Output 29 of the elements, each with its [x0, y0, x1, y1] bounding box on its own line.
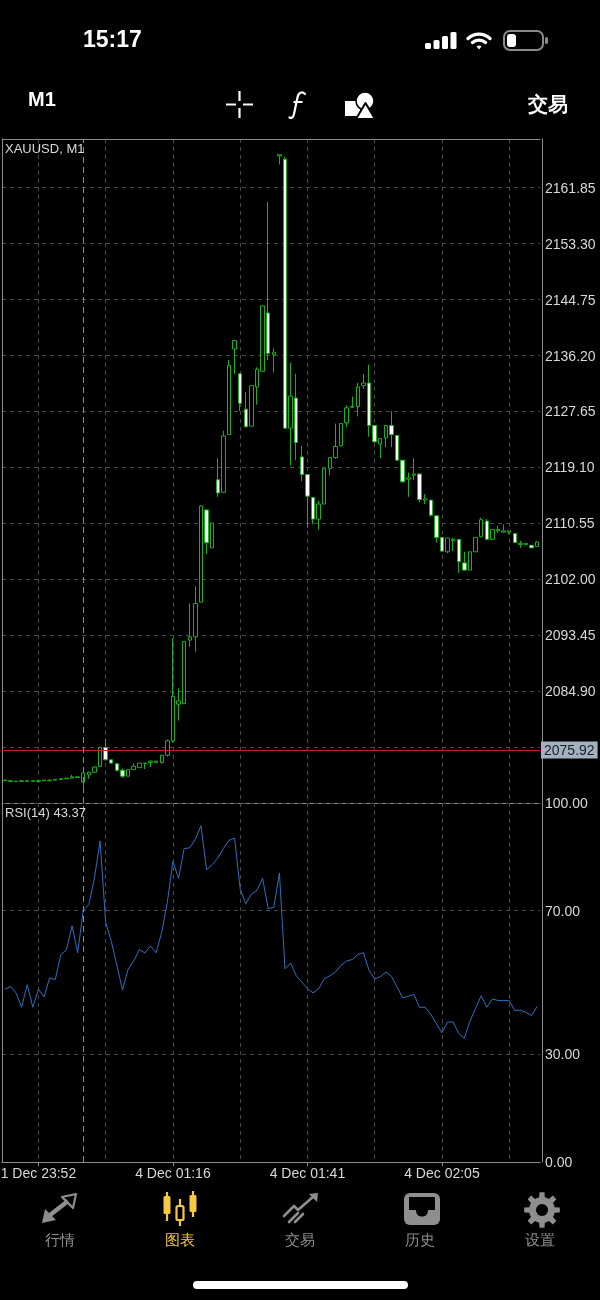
y-tick-label: 30.00 — [545, 1046, 581, 1063]
text: 图表 — [164, 1231, 196, 1249]
y-tick-label: 2153.30 — [545, 235, 596, 252]
y-tick-label: 2084.90 — [545, 683, 596, 700]
chart-title: RSI(14) 43.37 — [5, 805, 86, 820]
y-tick-label: 2093.45 — [545, 627, 596, 644]
y-tick-label: 2119.10 — [545, 459, 595, 476]
x-tick-label: 4 Dec 01:16 — [135, 1165, 211, 1181]
y-tick-label: 2144.75 — [545, 291, 596, 308]
ref-line-label: 2075.92 — [544, 741, 595, 758]
text: 行情 — [44, 1231, 76, 1249]
chart-title: XAUUSD, M1 — [5, 141, 85, 156]
text: 交易 — [528, 93, 568, 116]
text: 15:17 — [83, 26, 142, 53]
text: M1 — [28, 88, 56, 111]
y-tick-label: 2161.85 — [545, 179, 596, 196]
x-tick-label: 1 Dec 23:52 — [0, 1165, 77, 1181]
text: 设置 — [524, 1231, 556, 1249]
x-tick-label: 4 Dec 02:05 — [404, 1165, 480, 1181]
x-tick-label: 4 Dec 01:41 — [269, 1165, 346, 1181]
y-tick-label: 70.00 — [545, 902, 581, 919]
y-tick-label: 2127.65 — [545, 403, 596, 420]
y-tick-label: 0.00 — [545, 1154, 573, 1170]
y-tick-label: 2110.55 — [545, 515, 595, 532]
y-tick-label: 2136.20 — [545, 347, 596, 364]
text: 历史 — [404, 1231, 436, 1249]
y-tick-label: 2102.00 — [545, 571, 596, 588]
y-tick-label: 100.00 — [545, 795, 589, 811]
text: 交易 — [284, 1231, 316, 1249]
